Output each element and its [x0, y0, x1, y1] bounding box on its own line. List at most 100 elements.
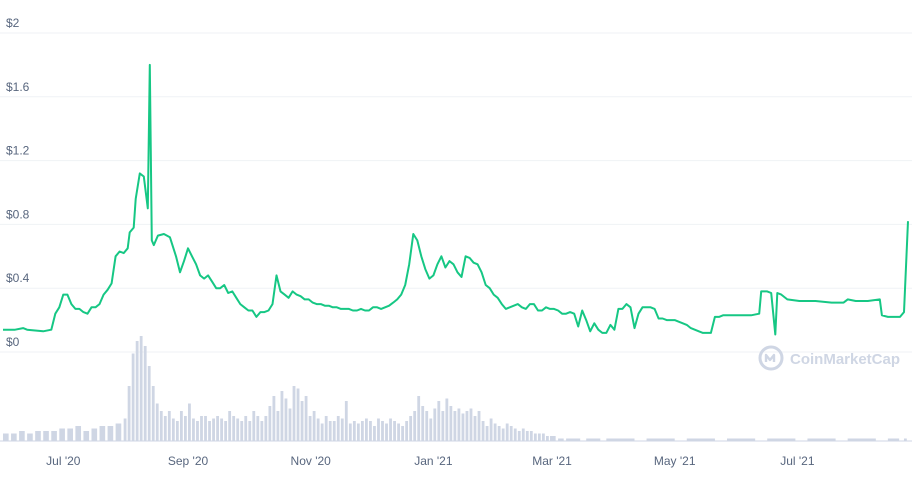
volume-bar: [240, 421, 244, 441]
volume-bar: [381, 421, 384, 441]
y-tick-label: $1.2: [6, 144, 30, 158]
volume-bar: [377, 418, 380, 441]
volume-bar: [300, 401, 304, 441]
volume-bar: [373, 426, 376, 441]
volume-bar: [228, 411, 232, 441]
volume-bar: [441, 411, 445, 441]
x-tick-label: Sep '20: [168, 454, 209, 468]
x-tick-label: Jul '21: [780, 454, 815, 468]
volume-bar: [276, 411, 280, 441]
volume-bar: [19, 431, 25, 441]
volume-bar: [481, 421, 485, 441]
volume-bar: [807, 438, 836, 441]
volume-bar: [260, 421, 264, 441]
volume-bar: [220, 418, 224, 441]
volume-bar: [284, 398, 288, 441]
volume-bar: [272, 396, 276, 441]
volume-bar: [135, 341, 139, 441]
volume-bar: [208, 421, 211, 441]
volume-bar: [244, 416, 248, 441]
volume-bar: [51, 431, 57, 441]
volume-bar: [204, 416, 207, 441]
watermark: CoinMarketCap: [758, 345, 900, 371]
volume-bar: [767, 438, 796, 441]
volume-bar: [280, 391, 284, 441]
volume-bar: [171, 418, 175, 441]
volume-bar: [409, 416, 413, 441]
volume-bar: [445, 398, 449, 441]
volume-bar: [256, 416, 260, 441]
volume-bar: [513, 428, 517, 441]
volume-bar: [453, 411, 457, 441]
volume-bar: [139, 336, 143, 441]
volume-bar: [288, 408, 292, 441]
volume-bar: [212, 418, 215, 441]
volume-bar: [533, 433, 537, 441]
volume-bar: [328, 421, 332, 441]
volume-bar: [248, 421, 252, 441]
volume-bar: [167, 411, 171, 441]
volume-bar: [123, 418, 127, 441]
volume-bar: [429, 418, 433, 441]
volume-bar: [11, 433, 17, 441]
volume-bar: [59, 428, 65, 441]
volume-bar: [184, 416, 187, 441]
volume-bar: [304, 396, 308, 441]
volume-bar: [75, 426, 82, 441]
volume-bar: [847, 438, 876, 441]
volume-bar: [473, 416, 477, 441]
volume-bar: [501, 428, 505, 441]
volume-bar: [529, 431, 533, 441]
volume-bar: [413, 411, 417, 441]
volume-bar: [727, 438, 756, 441]
x-tick-label: Mar '21: [532, 454, 572, 468]
volume-bar: [268, 406, 272, 441]
volume-bar: [433, 408, 437, 441]
volume-bar: [155, 403, 159, 441]
volume-bar: [336, 416, 340, 441]
volume-bar: [127, 386, 131, 441]
volume-bar: [324, 416, 328, 441]
x-tick-label: Jan '21: [414, 454, 453, 468]
volume-bar: [332, 421, 336, 441]
volume-bar: [43, 431, 49, 441]
y-tick-label: $0.4: [6, 271, 30, 285]
volume-bar: [365, 418, 368, 441]
volume-bars: [0, 336, 912, 442]
volume-bar: [558, 438, 564, 441]
volume-bar: [143, 346, 147, 441]
volume-bar: [903, 438, 907, 441]
volume-bar: [497, 426, 501, 441]
volume-bar: [196, 421, 199, 441]
volume-bar: [175, 421, 179, 441]
volume-bar: [546, 436, 549, 441]
volume-bar: [352, 421, 356, 441]
volume-bar: [356, 423, 360, 441]
volume-bar: [236, 418, 240, 441]
volume-bar: [200, 416, 203, 441]
volume-bar: [521, 428, 525, 441]
volume-bar: [389, 418, 392, 441]
volume-bar: [525, 431, 529, 441]
volume-bar: [232, 416, 236, 441]
x-tick-label: May '21: [654, 454, 696, 468]
volume-bar: [308, 416, 312, 441]
volume-bar: [465, 411, 469, 441]
volume-bar: [115, 423, 122, 441]
volume-bar: [316, 418, 320, 441]
x-tick-label: Nov '20: [291, 454, 332, 468]
volume-bar: [147, 366, 151, 441]
volume-bar: [425, 411, 429, 441]
y-axis-labels: $0 $0.4 $0.8 $1.2 $1.6 $2: [6, 16, 30, 349]
volume-bar: [83, 431, 90, 441]
volume-bar: [179, 411, 183, 441]
volume-bar: [393, 421, 396, 441]
volume-bar: [312, 411, 316, 441]
volume-bar: [397, 423, 400, 441]
volume-bar: [344, 401, 348, 441]
volume-bar: [67, 428, 73, 441]
price-line: [3, 63, 909, 336]
volume-bar: [163, 416, 167, 441]
volume-bar: [509, 426, 513, 441]
